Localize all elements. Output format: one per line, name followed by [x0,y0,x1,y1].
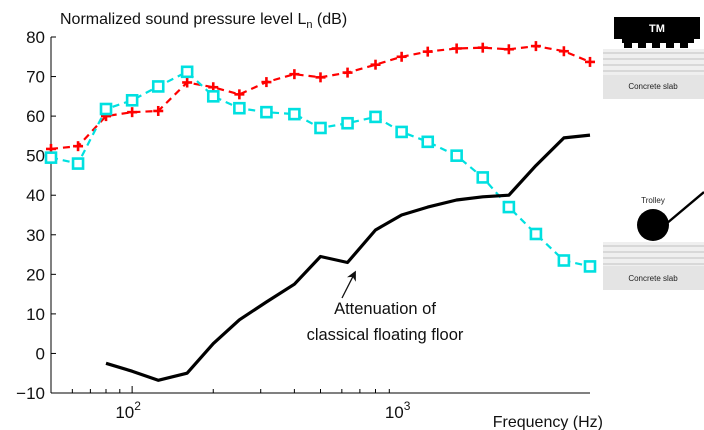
series-0-point [477,42,488,53]
series-2-line [105,133,591,382]
series-1-point [233,101,246,115]
y-tick-label: −10 [16,384,45,403]
trolley-handle [665,191,704,225]
x-tick-base: 10 [385,403,404,422]
x-tick-base: 10 [115,403,134,422]
series-1-point [395,125,408,139]
series-0-point [422,46,433,57]
series-0-point [234,89,245,100]
series-1-point [151,80,165,93]
series-0-point [261,77,272,88]
mount-feet [624,43,688,48]
concrete-slab-label-bottom: Concrete slab [628,274,678,283]
y-axis-label-subscript: n [306,19,312,31]
inset-top-diagram: TM Concrete slab [603,17,704,99]
series-0-point [342,67,353,78]
series-1-point [206,90,220,103]
series-0-point [585,56,595,67]
series-1-point [450,149,463,162]
concrete-slab-top [603,75,704,99]
tick-marks [50,36,390,394]
y-tick-label: 80 [26,28,45,47]
annotation-line-1: Attenuation of [334,300,436,318]
trolley-label: Trolley [641,196,665,205]
y-tick-label: 30 [26,226,45,245]
series-1-point [288,107,301,121]
tm-label: TM [649,23,665,35]
series-1-point [71,157,85,170]
series-1-point [476,171,490,184]
y-tick-labels: 80 70 60 50 40 30 20 10 0 −10 [16,28,45,403]
y-axis-label: Normalized sound pressure level Ln (dB) [60,11,347,31]
series-0-point [289,69,300,80]
series-0-point [396,51,407,62]
y-tick-label: 20 [26,265,45,284]
y-axis-label-unit: (dB) [312,11,347,28]
mount-base [622,39,694,43]
series-1-point [369,110,382,124]
inset-bottom-diagram: Trolley Concrete slab [603,191,704,290]
series-1-point [557,254,571,267]
series-1-point [529,227,543,241]
x-tick-label: 102 [115,399,141,422]
series-0-point [315,72,326,83]
y-tick-label: 70 [26,68,45,87]
series-0-point [558,46,569,57]
series-2 [105,133,591,382]
series-1-point [99,102,113,116]
series-0-point [182,77,193,88]
series-1 [44,65,597,273]
series-1-point [44,151,58,164]
annotation-arrow [341,270,356,299]
y-axis-label-main: Normalized sound pressure level L [60,11,306,28]
x-tick-exponent: 3 [404,399,411,413]
y-tick-label: 40 [26,186,45,205]
tm-block [614,17,700,39]
series-1-point [180,65,194,79]
x-tick-exponent: 2 [134,399,141,413]
annotation-line-2: classical floating floor [307,326,464,344]
series-1-point [260,105,273,119]
series-0-point [530,41,541,52]
series-0-point [503,44,514,55]
series-1-point [314,121,327,135]
series-0-point [127,107,138,118]
x-tick-label: 103 [385,399,411,422]
series-0-point [153,105,164,116]
series-1-point [421,135,435,149]
x-axis-label: Frequency (Hz) [493,414,603,430]
concrete-slab-label-top: Concrete slab [628,82,678,91]
series-0-point [73,141,84,152]
x-tick-labels: 102 103 [115,399,410,422]
annotation: Attenuation of classical floating floor [307,270,464,344]
series-0-point [451,43,462,54]
y-tick-label: 60 [26,107,45,126]
series-1-point [502,200,516,214]
trolley-wheel [637,209,669,241]
series-0-point [370,59,381,70]
y-tick-label: 0 [36,344,45,363]
concrete-slab-bottom [603,266,704,290]
series-1-point [583,260,597,273]
series-layer [44,41,597,382]
series-1-point [125,93,139,107]
y-tick-label: 50 [26,147,45,166]
y-tick-label: 10 [26,305,45,324]
series-1-point [341,116,354,130]
